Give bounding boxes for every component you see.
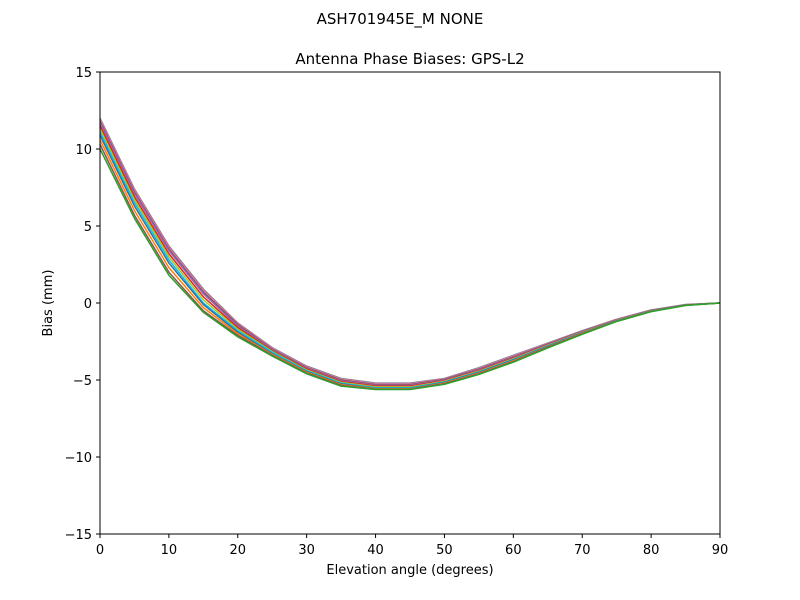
series-line-8 bbox=[99, 139, 721, 390]
y-axis: −15 −10 −5 0 5 10 15 bbox=[65, 66, 100, 543]
x-tick-label: 60 bbox=[505, 543, 522, 558]
x-axis-label: Elevation angle (degrees) bbox=[326, 563, 493, 578]
x-tick-label: 70 bbox=[574, 543, 591, 558]
series-line-6 bbox=[99, 131, 721, 389]
x-tick-label: 50 bbox=[436, 543, 453, 558]
figure-suptitle: ASH701945E_M NONE bbox=[317, 10, 484, 29]
series-line-0 bbox=[99, 117, 721, 384]
series-line-9 bbox=[99, 144, 721, 390]
y-axis-label: Bias (mm) bbox=[41, 270, 56, 337]
series-line-5 bbox=[99, 128, 721, 388]
series-line-4 bbox=[99, 125, 721, 387]
plot-lines bbox=[99, 117, 721, 391]
x-tick-label: 40 bbox=[367, 543, 384, 558]
x-tick-label: 80 bbox=[643, 543, 660, 558]
y-tick-label: −15 bbox=[65, 528, 92, 543]
y-tick-label: 10 bbox=[75, 143, 92, 158]
y-tick-label: −5 bbox=[73, 374, 92, 389]
series-line-7 bbox=[99, 134, 721, 390]
series-line-3 bbox=[99, 122, 721, 387]
x-tick-label: 90 bbox=[712, 543, 729, 558]
x-tick-label: 20 bbox=[230, 543, 247, 558]
y-tick-label: −10 bbox=[65, 451, 92, 466]
plot-frame bbox=[99, 71, 721, 535]
x-tick-label: 30 bbox=[298, 543, 315, 558]
y-tick-label: 0 bbox=[84, 297, 92, 312]
y-tick-label: 15 bbox=[75, 66, 92, 81]
x-axis: 0 10 20 30 40 50 60 70 80 90 bbox=[96, 534, 728, 558]
x-tick-label: 10 bbox=[161, 543, 178, 558]
series-line-10 bbox=[99, 148, 721, 391]
x-tick-label: 0 bbox=[96, 543, 104, 558]
y-tick-label: 5 bbox=[84, 220, 92, 235]
series-line-2 bbox=[99, 120, 721, 386]
chart-title: Antenna Phase Biases: GPS-L2 bbox=[295, 50, 524, 68]
series-line-1 bbox=[99, 119, 721, 385]
